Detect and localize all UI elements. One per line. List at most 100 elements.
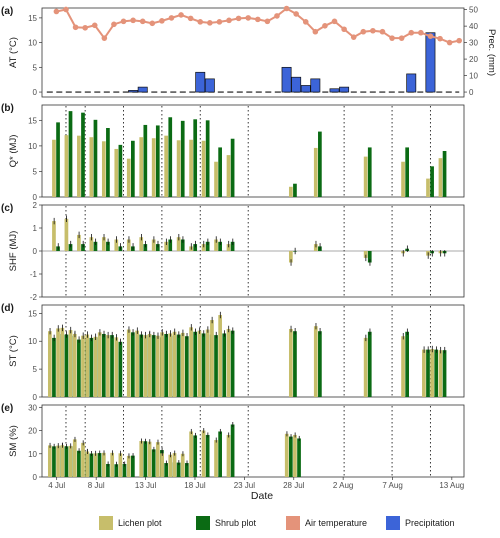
y-tick-label: 0 [33, 393, 38, 402]
lichen-bar [68, 330, 73, 397]
air-temperature-point [274, 13, 280, 19]
legend-swatch-precipitation [386, 516, 400, 530]
shrub-bar [297, 438, 301, 477]
precip-bar [281, 66, 292, 93]
precip-bar [329, 88, 340, 93]
panel-label: (b) [1, 103, 14, 114]
lichen-bar [139, 441, 144, 477]
shrub-bar [155, 125, 160, 197]
y-right-tick-label: 30 [469, 39, 478, 48]
x-tick-label: 2 Aug [333, 481, 353, 490]
shrub-bar [193, 244, 198, 251]
lichen-bar [101, 452, 106, 477]
precip-bar [195, 71, 206, 93]
shrub-bar [218, 431, 222, 477]
shrub-bar [77, 339, 81, 397]
air-temperature-point [235, 15, 242, 22]
x-axis: 4 Jul 8 Jul 13 Jul 18 Jul 23 Jul 28 Jul 2 Aug 7… [48, 477, 464, 490]
shrub-bar [193, 435, 198, 477]
shrub-bar [131, 455, 135, 477]
lichen-bar [189, 139, 193, 197]
shrub-bar [184, 336, 189, 397]
air-temperature-point [293, 11, 299, 17]
lichen-bar [201, 244, 206, 251]
shrub-bar [168, 239, 173, 251]
lichen-bar [89, 237, 94, 251]
air-temperature-point [168, 15, 175, 21]
lichen-bar [106, 335, 110, 397]
panel-frame [41, 104, 465, 198]
shrub-bar [131, 332, 135, 397]
legend-swatch-shrub [196, 516, 210, 530]
shrub-bar [106, 128, 110, 197]
precip-bar [425, 32, 436, 93]
shrub-bar [64, 334, 69, 397]
lichen-bar [72, 439, 77, 477]
shrub-bar [52, 446, 56, 477]
lichen-bar [101, 237, 106, 251]
lichen-bar [401, 161, 405, 197]
lichen-bar [422, 349, 426, 397]
air-temperature-point [226, 17, 232, 24]
panel-label: (c) [1, 203, 13, 214]
y-right-tick-label: 0 [469, 88, 474, 97]
legend-label-air-temperature: Air temperature [305, 518, 367, 528]
lichen-bar [68, 445, 73, 477]
shrub-bar [168, 117, 173, 197]
lichen-bar [151, 138, 156, 197]
air-temperature-point [331, 18, 338, 25]
lichen-bar [401, 336, 405, 397]
lichen-bar [81, 335, 85, 397]
lichen-bar [60, 445, 65, 477]
lichen-bar [114, 239, 119, 251]
lichen-bar [176, 237, 181, 251]
shrub-bar [97, 453, 102, 477]
lichen-bar [180, 453, 185, 477]
shrub-bar [230, 241, 235, 251]
y-right-tick-label: 20 [469, 55, 478, 64]
lichen-bar [438, 158, 443, 197]
shrub-bar [176, 462, 181, 477]
lichen-bar [293, 434, 297, 477]
air-temperature-point [341, 26, 347, 33]
lichen-bar [93, 336, 98, 397]
shrub-bar [155, 244, 160, 251]
air-temperature-point [322, 23, 328, 29]
air-temperature-point [159, 18, 165, 24]
shrub-bar [442, 350, 447, 397]
air-temperature-point [101, 35, 108, 41]
shrub-bar [118, 341, 123, 397]
lichen-bar [197, 330, 202, 397]
y-tick-label: 0 [33, 473, 38, 482]
shrub-bar [214, 335, 218, 397]
shrub-bar [222, 333, 227, 397]
lichen-bar [214, 161, 218, 197]
air-temperature-point [312, 28, 319, 35]
precip-bar [339, 86, 350, 93]
lichen-bar [60, 327, 65, 397]
shrub-bar [205, 241, 210, 251]
precip-bar [300, 85, 311, 93]
air-temperature-point [91, 22, 98, 29]
air-temperature-point [63, 6, 69, 13]
shrub-bar [93, 119, 98, 197]
y-tick-label: 5 [33, 63, 38, 72]
lichen-bar [313, 244, 318, 251]
shrub-bar [143, 124, 148, 197]
air-temperature-point [446, 39, 453, 46]
shrub-bar [230, 424, 235, 477]
lichen-bar [126, 239, 131, 251]
shrub-bar [218, 241, 222, 251]
lichen-bar [172, 331, 177, 397]
lichen-bar [64, 218, 69, 251]
lichen-bar [160, 332, 164, 397]
precip-bar [310, 78, 321, 93]
lichen-bar [210, 320, 214, 397]
shrub-bar [434, 349, 439, 397]
air-temperature-point [283, 5, 290, 12]
air-temperature-point [197, 19, 204, 25]
shrub-bar [193, 331, 198, 397]
y-axis-label: SM (%) [8, 425, 19, 457]
lichen-bar [155, 335, 160, 397]
lichen-bar [176, 140, 181, 197]
